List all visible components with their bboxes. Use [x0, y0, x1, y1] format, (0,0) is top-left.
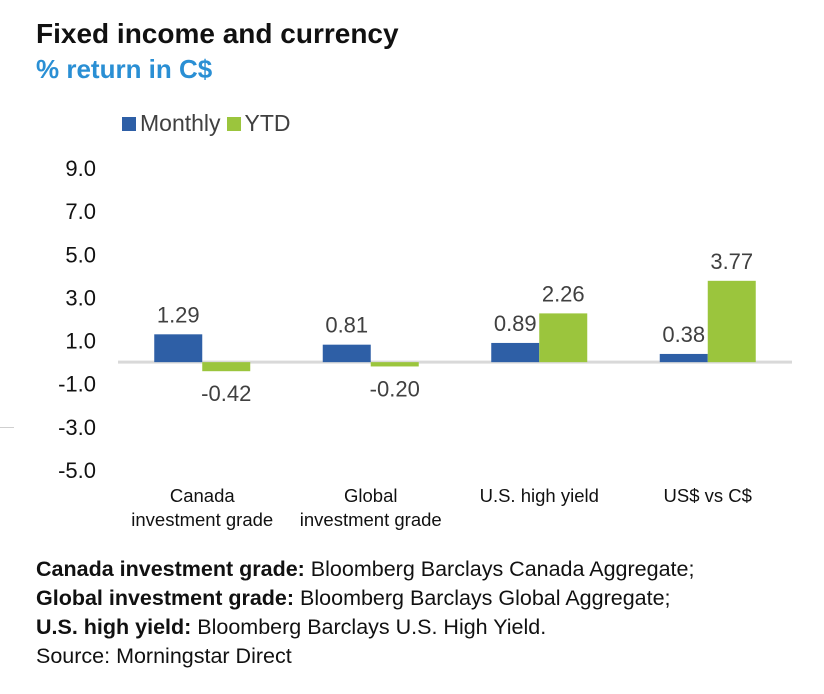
footnote-line: U.S. high yield: Bloomberg Barclays U.S.… — [36, 615, 547, 639]
y-tick-label: 5.0 — [65, 242, 96, 267]
bar-monthly-3 — [659, 353, 708, 363]
y-tick-label: -5.0 — [58, 458, 96, 483]
y-tick-label: 1.0 — [65, 329, 96, 354]
data-label: 0.38 — [662, 322, 705, 347]
x-category-label: investment grade — [131, 509, 273, 530]
footnotes: Canada investment grade: Bloomberg Barcl… — [36, 555, 694, 671]
footnote-source: Source: Morningstar Direct — [36, 644, 292, 668]
bar-ytd-1 — [370, 362, 419, 367]
legend-label-ytd: YTD — [244, 110, 291, 136]
data-label: 0.89 — [494, 311, 537, 336]
bar-monthly-1 — [322, 344, 371, 363]
data-label: 2.26 — [542, 281, 585, 306]
x-category-label: investment grade — [300, 509, 442, 530]
x-category-label: U.S. high yield — [480, 485, 599, 506]
footnote-line: Global investment grade: Bloomberg Barcl… — [36, 586, 671, 610]
chart-title: Fixed income and currency — [36, 18, 399, 49]
legend-item-monthly: Monthly — [122, 110, 221, 137]
x-category-label: Canada — [170, 485, 236, 506]
edge-line — [0, 427, 14, 428]
legend-item-ytd: YTD — [226, 110, 291, 137]
y-tick-label: 9.0 — [65, 156, 96, 181]
bar-monthly-2 — [491, 342, 540, 363]
legend-label-monthly: Monthly — [140, 110, 221, 136]
bar-monthly-0 — [154, 334, 203, 363]
y-tick-label: -1.0 — [58, 372, 96, 397]
data-label: -0.42 — [201, 381, 251, 406]
data-label: 1.29 — [157, 302, 200, 327]
y-tick-label: 7.0 — [65, 199, 96, 224]
footnote-line: Canada investment grade: Bloomberg Barcl… — [36, 557, 695, 581]
data-label: 0.81 — [325, 313, 368, 338]
bar-ytd-2 — [539, 313, 588, 363]
legend-swatch-ytd — [226, 116, 241, 131]
data-label: -0.20 — [370, 376, 420, 401]
legend: Monthly YTD — [122, 110, 297, 137]
data-label: 3.77 — [710, 249, 753, 274]
bar-chart: 9.0 7.0 5.0 3.0 1.0 -1.0 -3.0 -5.0 1.29 -0.42 Cana… — [58, 156, 792, 530]
y-tick-label: 3.0 — [65, 285, 96, 310]
y-tick-label: -3.0 — [58, 415, 96, 440]
bar-ytd-3 — [707, 280, 756, 363]
x-category-label: US$ vs C$ — [664, 485, 752, 506]
chart-subtitle: % return in C$ — [36, 54, 213, 84]
x-category-label: Global — [344, 485, 397, 506]
legend-swatch-monthly — [122, 116, 136, 131]
bar-ytd-0 — [202, 362, 251, 372]
